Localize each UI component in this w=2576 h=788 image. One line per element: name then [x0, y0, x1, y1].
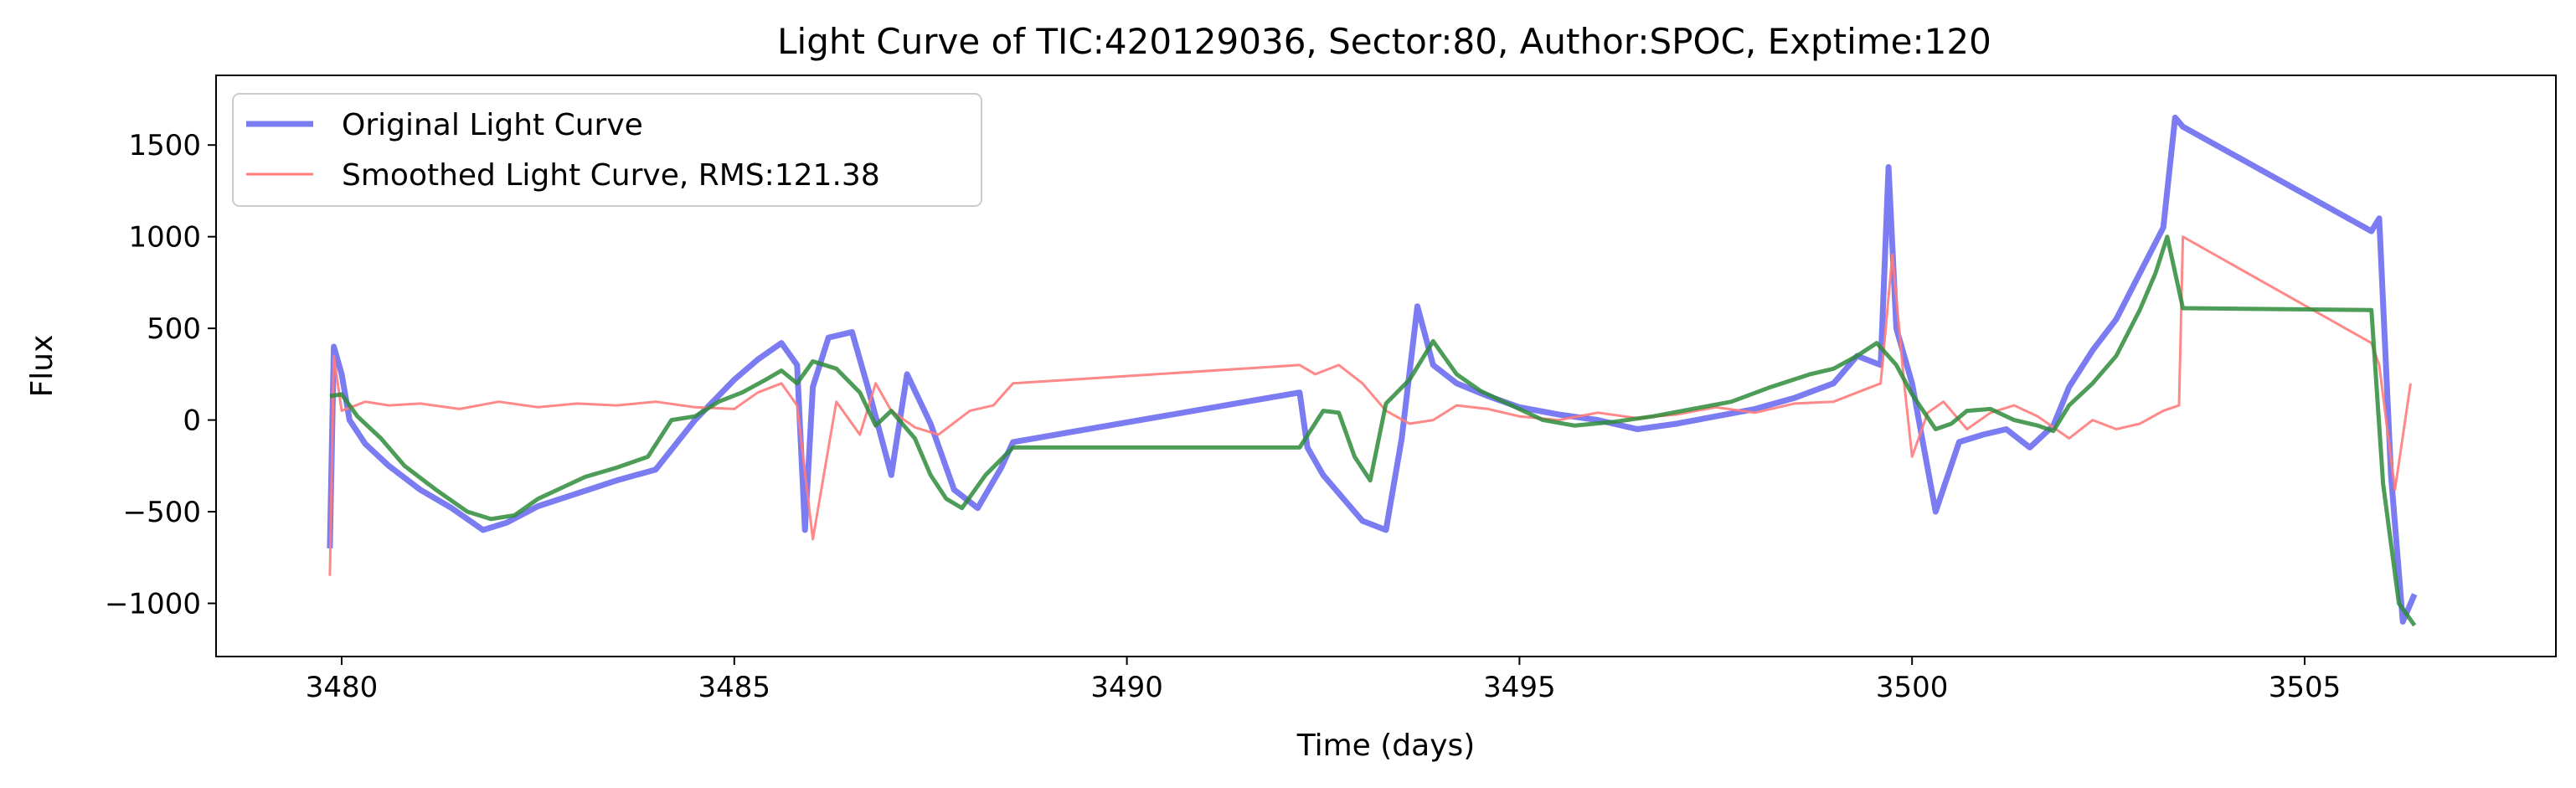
- legend-label-smoothed: Smoothed Light Curve, RMS:121.38: [342, 158, 880, 193]
- legend: Original Light Curve Smoothed Light Curv…: [232, 93, 982, 207]
- x-tick-label: 3505: [2269, 671, 2342, 704]
- x-axis-title: Time (days): [1296, 729, 1476, 763]
- series-layer: [327, 114, 2418, 627]
- x-axis-ticks: 3480 3485 3490 3495 3500 3505: [306, 657, 2341, 704]
- y-axis-ticks: −1000 −500 0 500 1000 1500: [105, 129, 216, 621]
- y-tick-label: 1500: [128, 129, 201, 162]
- series-line-2: [329, 234, 2417, 627]
- x-tick-label: 3490: [1090, 671, 1163, 704]
- y-tick-label: −1000: [105, 588, 201, 621]
- y-axis-title: Flux: [25, 335, 59, 398]
- x-tick-label: 3485: [698, 671, 771, 704]
- x-tick-label: 3480: [306, 671, 379, 704]
- y-tick-label: 500: [147, 312, 201, 346]
- series-line-1: [328, 235, 2412, 576]
- y-tick-label: 0: [183, 404, 201, 438]
- legend-box: [232, 93, 982, 207]
- x-tick-label: 3495: [1483, 671, 1556, 704]
- x-tick-label: 3500: [1876, 671, 1949, 704]
- chart-title: Light Curve of TIC:420129036, Sector:80,…: [777, 21, 1991, 62]
- y-tick-label: −500: [123, 496, 201, 529]
- plot-frame: [215, 75, 2557, 657]
- legend-label-original: Original Light Curve: [342, 108, 643, 142]
- y-tick-label: 1000: [128, 221, 201, 255]
